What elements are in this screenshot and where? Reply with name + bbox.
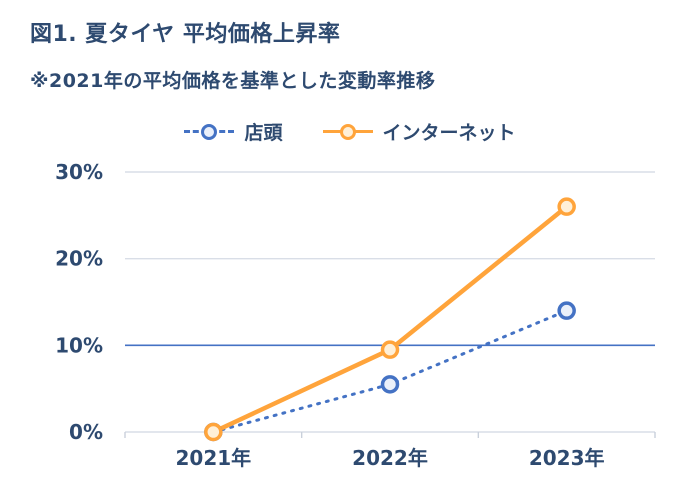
legend-item-internet[interactable]: インターネット — [322, 118, 516, 145]
chart-legend: 店頭 インターネット — [0, 118, 700, 145]
y-axis-tick-label: 20% — [55, 247, 103, 271]
x-axis-tick-label: 2023年 — [529, 446, 605, 470]
legend-item-store[interactable]: 店頭 — [184, 118, 283, 145]
internet-line-legend-icon — [322, 123, 373, 141]
y-axis-tick-label: 0% — [69, 420, 103, 444]
y-axis-tick-label: 10% — [55, 333, 103, 357]
line-chart: 0% 10% 20% 30% 2021年 2022年 2023年 — [55, 160, 656, 470]
data-point — [380, 340, 400, 359]
x-axis-tick-label: 2022年 — [352, 446, 428, 470]
x-axis-tick-label: 2021年 — [175, 446, 251, 470]
data-point — [557, 197, 576, 216]
series-line — [211, 309, 569, 434]
legend-label-store: 店頭 — [244, 122, 283, 144]
data-point — [557, 301, 576, 320]
y-axis-tick-label: 30% — [55, 160, 103, 184]
store-line-legend-icon — [184, 123, 235, 141]
series-line — [211, 204, 569, 435]
legend-label-internet: インターネット — [382, 122, 516, 144]
data-point — [204, 422, 223, 442]
chart-subtitle: ※2021年の平均価格を基準とした変動率推移 — [30, 70, 436, 92]
data-point — [380, 375, 400, 394]
chart-title: 図1. 夏タイヤ 平均価格上昇率 — [30, 22, 341, 47]
